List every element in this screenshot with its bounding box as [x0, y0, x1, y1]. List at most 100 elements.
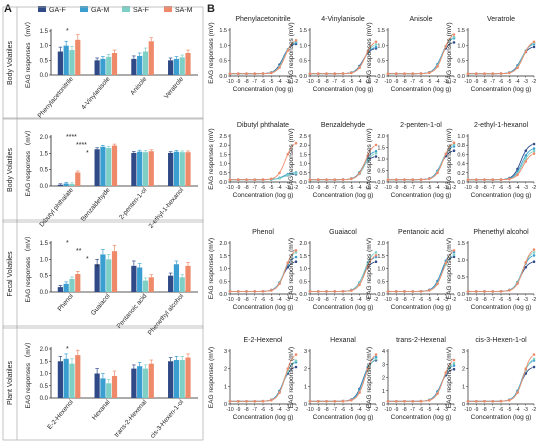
x-tick-label: -9 — [474, 185, 479, 191]
panel-title: 4-Vinylanisole — [321, 16, 365, 23]
y-tick-label: 1.5 — [299, 152, 307, 158]
bar — [106, 259, 112, 292]
x-tick-label: -9 — [316, 79, 321, 85]
data-point — [245, 178, 248, 181]
response-curve — [230, 257, 295, 292]
data-point — [524, 261, 528, 264]
x-tick-label: -4 — [515, 185, 520, 191]
x-tick-label: -6 — [341, 297, 346, 303]
bar — [131, 152, 137, 186]
data-point — [366, 154, 370, 157]
y-tick-label: 0.0 — [219, 180, 227, 186]
data-point — [308, 72, 312, 75]
y-tick-label: 0.5 — [40, 274, 49, 280]
data-point — [452, 364, 456, 367]
x-tick-label: -9 — [236, 79, 241, 85]
response-curve — [310, 355, 375, 402]
x-tick-label: -3 — [444, 407, 449, 413]
y-tick-label: 0.0 — [299, 292, 307, 298]
x-axis-label: Concentration (log g) — [471, 304, 532, 311]
x-tick-label: -8 — [324, 185, 329, 191]
legend-swatch — [80, 6, 88, 12]
data-point — [278, 171, 281, 175]
bar — [63, 183, 69, 186]
y-tick-label: 0.0 — [40, 73, 49, 79]
dose-response-panel: Hexanal EAG responses (mV) 0 1 2 3 -10 -9 -8 -7 -6… — [288, 337, 378, 421]
data-point — [317, 72, 320, 75]
data-point — [532, 152, 536, 155]
x-tick-label: -6 — [499, 297, 504, 303]
data-point — [341, 72, 345, 75]
x-axis-label: Concentration (log g) — [233, 304, 294, 311]
x-tick-label: -8 — [402, 407, 407, 413]
category-label: Veratrole — [163, 76, 185, 101]
bar — [94, 149, 100, 186]
data-point — [366, 367, 370, 371]
data-point — [428, 399, 431, 402]
data-point — [278, 66, 281, 69]
bar — [57, 184, 63, 186]
response-curve — [388, 360, 453, 402]
category-label: Phenylacetonitrile — [37, 75, 76, 119]
x-tick-label: -9 — [394, 79, 399, 85]
data-point — [294, 353, 298, 356]
panel-title: 2-ethyl-1-hexanol — [474, 122, 529, 129]
response-curve — [388, 146, 453, 181]
x-tick-label: -5 — [507, 407, 512, 413]
x-tick-label: -10 — [464, 185, 471, 191]
x-tick-label: -4 — [357, 79, 362, 85]
data-point — [237, 72, 240, 75]
bar — [142, 368, 149, 398]
data-point — [395, 178, 398, 181]
row-frame — [2, 219, 204, 329]
x-tick-label: -9 — [316, 297, 321, 303]
x-tick-label: -3 — [366, 79, 371, 85]
x-tick-label: -3 — [286, 407, 291, 413]
bar — [185, 357, 191, 398]
bar — [106, 148, 112, 186]
panel-title: cis-3-Hexen-1-ol — [475, 337, 527, 344]
x-tick-label: -7 — [411, 297, 416, 303]
y-tick-label: 3 — [462, 349, 465, 355]
y-tick-label: 0.5 — [457, 275, 465, 281]
panel-a-label: A — [4, 3, 12, 15]
response-curve — [310, 360, 375, 402]
bar — [185, 53, 191, 75]
data-point — [333, 290, 337, 293]
x-tick-label: -10 — [226, 79, 233, 85]
data-point — [475, 290, 478, 293]
x-tick-label: -4 — [277, 297, 282, 303]
bar — [100, 146, 106, 186]
dose-response-panel: 2-ethyl-1-hexanol EAG responses (mV) 0.0 0.… — [446, 122, 536, 199]
y-axis-label: EAG responses (mV) — [208, 238, 215, 299]
data-point — [516, 66, 519, 69]
y-tick-label: 0.5 — [299, 171, 307, 177]
y-axis-label: EAG responses (mV) — [366, 347, 373, 408]
response-curve — [310, 145, 375, 181]
y-tick-label: 2.0 — [40, 347, 49, 353]
bar — [106, 56, 112, 75]
data-point — [317, 400, 320, 403]
data-point — [452, 149, 456, 152]
y-tick-label: 1.5 — [299, 254, 307, 260]
y-tick-label: 1 — [462, 384, 465, 390]
data-point — [253, 72, 257, 75]
y-tick-label: 2.0 — [299, 143, 307, 149]
panel-title: Guaiacol — [329, 229, 357, 236]
bar — [94, 60, 100, 75]
data-point — [261, 399, 265, 403]
data-point — [532, 149, 536, 153]
response-curve — [388, 369, 453, 402]
bar — [173, 151, 180, 186]
x-tick-label: -6 — [419, 297, 424, 303]
bar — [179, 277, 185, 292]
response-curve — [388, 143, 453, 181]
x-axis-label: Concentration (log g) — [313, 192, 374, 199]
x-tick-label: -6 — [341, 185, 346, 191]
x-tick-label: -3 — [524, 297, 529, 303]
y-tick-label: 2 — [382, 376, 385, 382]
x-tick-label: -10 — [306, 407, 313, 413]
data-point — [308, 290, 312, 293]
data-point — [374, 40, 378, 44]
